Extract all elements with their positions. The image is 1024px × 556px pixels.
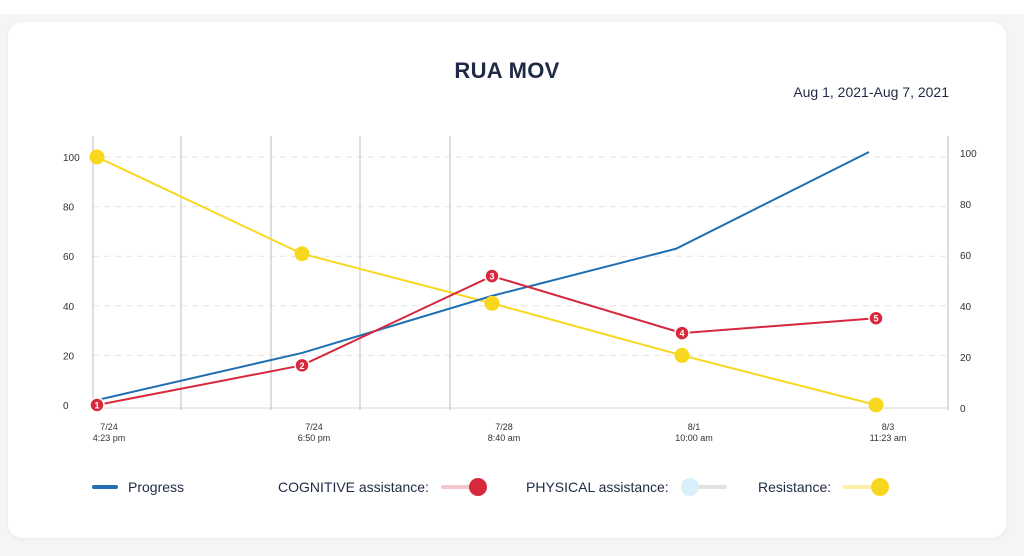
top-strip [0, 0, 1024, 14]
y-right-tick-label: 0 [960, 404, 966, 415]
x-tick-time: 10:00 am [675, 433, 713, 443]
y-axis-right: 0 20 40 60 80 100 [960, 149, 977, 415]
series-group: 1 2 3 4 5 [89, 149, 884, 413]
y-left-tick-label: 0 [63, 401, 69, 412]
resistance-point [484, 295, 500, 311]
resistance-point [89, 149, 105, 165]
progress-line [96, 151, 870, 402]
cognitive-point-label: 2 [299, 361, 304, 371]
resistance-swatch [843, 477, 890, 497]
x-tick-time: 8:40 am [488, 433, 521, 443]
x-tick-time: 6:50 pm [298, 433, 331, 443]
legend-physical[interactable]: PHYSICAL assistance: [526, 476, 727, 498]
cognitive-point-label: 5 [873, 314, 878, 324]
y-left-tick-label: 80 [63, 203, 75, 214]
x-tick-date: 7/24 [305, 422, 323, 432]
resistance-point [294, 246, 310, 262]
x-tick-date: 8/1 [688, 422, 701, 432]
x-tick-time: 11:23 am [870, 433, 907, 443]
resistance-point [868, 397, 884, 413]
legend-progress-label: Progress [128, 479, 185, 495]
x-tick-time: 4:23 pm [93, 433, 126, 443]
x-tick-date: 7/24 [100, 422, 118, 432]
y-right-tick-label: 20 [960, 353, 972, 364]
chart-title: RUA MOV [454, 58, 560, 83]
cognitive-point [89, 397, 105, 413]
legend-cognitive-label: COGNITIVE assistance: [278, 479, 429, 495]
cognitive-point [674, 325, 690, 341]
y-right-tick-label: 80 [960, 200, 972, 211]
cognitive-line [96, 274, 877, 406]
legend-progress[interactable]: Progress [92, 476, 184, 498]
y-left-tick-label: 60 [63, 252, 75, 263]
x-tick-date: 8/3 [882, 422, 895, 432]
y-left-tick-label: 100 [63, 153, 80, 164]
legend-cognitive[interactable]: COGNITIVE assistance: [278, 476, 487, 498]
cognitive-point-label: 3 [489, 272, 494, 282]
y-right-tick-label: 60 [960, 251, 972, 262]
cognitive-point [294, 357, 310, 374]
cognitive-point-label: 4 [679, 329, 684, 339]
y-left-tick-label: 20 [63, 351, 75, 362]
legend-physical-label: PHYSICAL assistance: [526, 479, 669, 495]
y-right-tick-label: 40 [960, 302, 972, 313]
resistance-point [674, 347, 690, 363]
y-right-tick-label: 100 [960, 149, 977, 160]
cognitive-swatch [440, 477, 487, 497]
y-axis-left: 0 20 40 60 80 100 [63, 153, 80, 412]
cognitive-point-label: 1 [94, 401, 99, 411]
physical-swatch [680, 477, 727, 497]
cognitive-point [868, 310, 884, 326]
date-range[interactable]: Aug 1, 2021-Aug 7, 2021 [793, 84, 949, 100]
y-left-tick-label: 40 [63, 302, 75, 313]
cognitive-point [484, 268, 500, 284]
legend-resistance-label: Resistance: [758, 479, 832, 495]
legend-resistance[interactable]: Resistance: [758, 476, 890, 498]
x-tick-date: 7/28 [495, 422, 513, 432]
grid [92, 136, 949, 410]
progress-swatch [92, 485, 118, 489]
x-axis: 7/244:23 pm7/246:50 pm7/288:40 am8/110:0… [93, 422, 907, 443]
